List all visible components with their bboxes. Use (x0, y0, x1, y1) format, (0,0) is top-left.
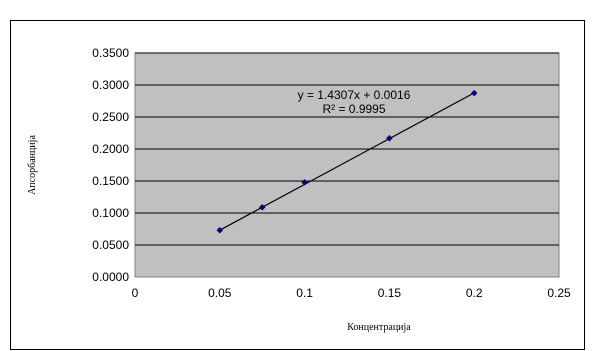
y-tick-label: 0.0500 (92, 238, 129, 252)
data-point (470, 89, 478, 97)
r-squared-label: R² = 0.9995 (322, 102, 385, 116)
x-tick-label: 0.15 (378, 286, 402, 300)
data-point (216, 226, 224, 234)
y-tick-label: 0.0000 (92, 270, 129, 284)
y-tick-label: 0.2500 (92, 110, 129, 124)
x-tick-label: 0.1 (296, 286, 313, 300)
equation-label: y = 1.4307x + 0.0016 (298, 88, 411, 102)
x-tick-label: 0.05 (208, 286, 232, 300)
x-tick-label: 0 (132, 286, 139, 300)
chart-svg: 0.0000 0.0500 0.1000 0.1500 0.2000 0.2500 0.30… (27, 46, 571, 333)
x-tick-label: 0.25 (547, 286, 571, 300)
data-point (386, 134, 393, 142)
data-point (258, 203, 266, 211)
grid-lines (135, 52, 559, 246)
plot-area (134, 52, 560, 278)
y-tick-labels: 0.0000 0.0500 0.1000 0.1500 0.2000 0.2500 0.30… (92, 46, 129, 284)
x-tick-label: 0.2 (466, 286, 483, 300)
y-tick-label: 0.1000 (92, 206, 129, 220)
y-tick-label: 0.1500 (92, 174, 129, 188)
x-axis-title: Концентрација (347, 322, 411, 333)
chart-frame: 0.0000 0.0500 0.1000 0.1500 0.2000 0.2500 0.30… (10, 20, 585, 350)
y-tick-label: 0.3500 (92, 46, 129, 60)
x-tick-labels: 0 0.05 0.1 0.15 0.2 0.25 (132, 286, 571, 300)
y-tick-label: 0.2000 (92, 142, 129, 156)
y-tick-label: 0.3000 (92, 78, 129, 92)
data-points (216, 89, 478, 234)
y-axis-title: Апсорбанција (27, 135, 38, 195)
data-point (301, 178, 308, 186)
